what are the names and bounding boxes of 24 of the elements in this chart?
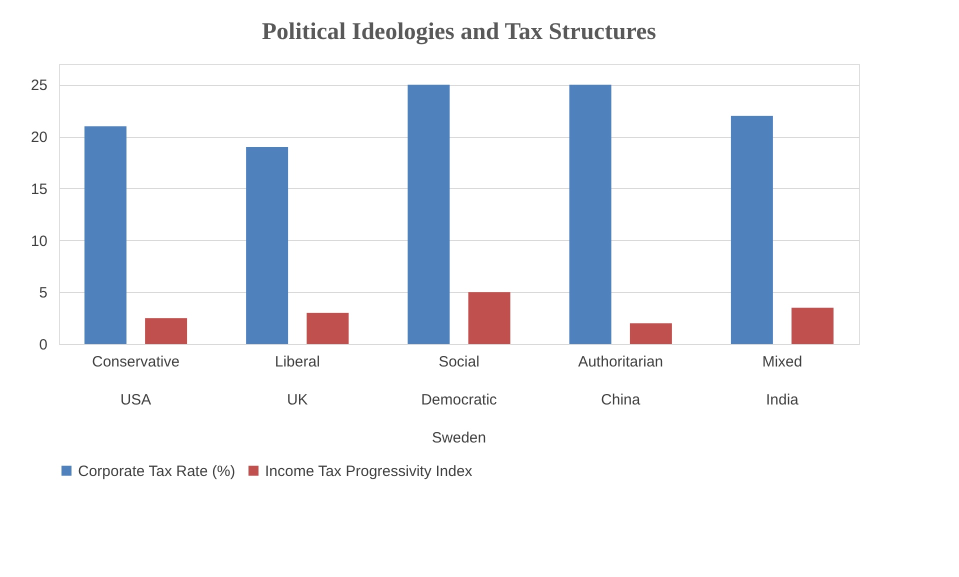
y-tick-label: 15 bbox=[30, 180, 48, 198]
y-tick-label: 0 bbox=[39, 336, 48, 354]
bar bbox=[306, 312, 349, 344]
bar bbox=[569, 84, 612, 344]
legend-label: Corporate Tax Rate (%) bbox=[78, 462, 236, 480]
bar bbox=[145, 318, 188, 344]
bar bbox=[792, 308, 834, 344]
bar bbox=[84, 126, 126, 344]
category-label: Liberal UK bbox=[274, 354, 320, 408]
y-tick-label: 10 bbox=[30, 232, 48, 250]
bar bbox=[630, 323, 672, 344]
bar bbox=[468, 292, 510, 344]
category-label: Conservative USA bbox=[92, 354, 180, 408]
bar bbox=[408, 84, 450, 344]
chart-title: Political Ideologies and Tax Structures bbox=[262, 19, 656, 45]
y-tick-label: 5 bbox=[39, 284, 48, 302]
category-label: Social Democratic Sweden bbox=[421, 354, 497, 446]
category-label: Mixed India bbox=[762, 354, 802, 408]
y-tick-label: 25 bbox=[30, 77, 48, 94]
bar bbox=[246, 146, 288, 344]
y-tick-label: 20 bbox=[30, 129, 48, 146]
bar bbox=[730, 116, 773, 344]
legend-label: Income Tax Progressivity Index bbox=[265, 462, 473, 480]
category-label: Authoritarian China bbox=[578, 354, 664, 408]
